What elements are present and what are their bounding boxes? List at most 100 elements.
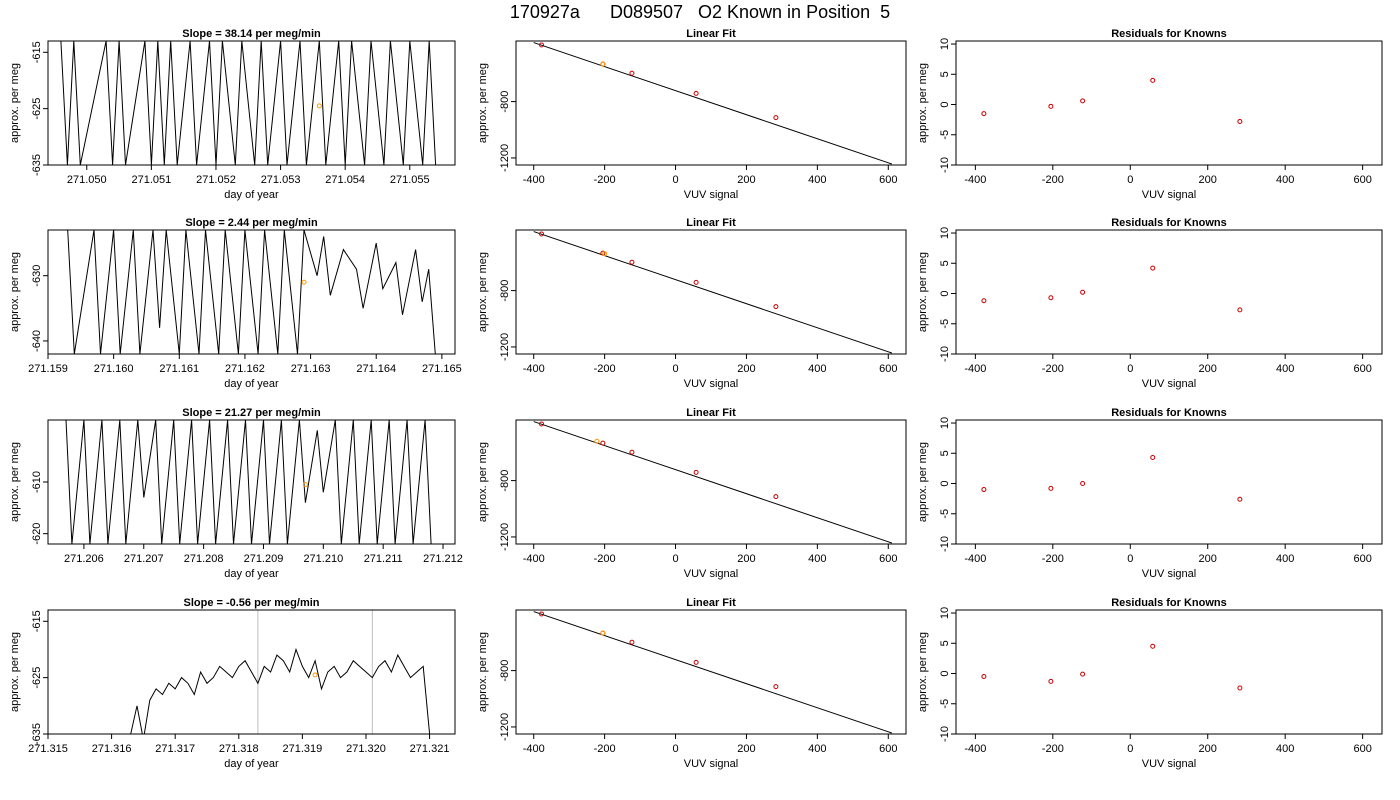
plot-frame [515,40,907,166]
x-tick-label: 200 [737,363,755,375]
data-point [693,469,699,475]
x-tick-label: 271.209 [244,553,284,565]
plot-area [981,643,1243,691]
x-tick-label: 271.319 [282,743,322,755]
panel-r3-c1: Linear Fit -400 -200 0 200 400 600 -800 -1200 VUV… [477,597,907,770]
x-tick-label: 271.164 [356,363,396,375]
y-tick-label: -625 [31,667,43,689]
x-tick-label: -200 [1042,553,1064,565]
y-tick-label: -640 [31,330,43,352]
data-point [1150,455,1156,461]
x-tick-label: -400 [964,553,986,565]
x-tick-label: 0 [1127,174,1133,186]
y-tick-label: -800 [499,280,511,302]
x-tick-label: 600 [879,743,897,755]
panel-r2-c2: Residuals for Knowns -400 -200 0 200 400 600 -1… [917,407,1383,580]
x-tick-label: 200 [737,743,755,755]
data-point [1048,678,1054,684]
x-tick-label: 271.208 [184,553,224,565]
data-point [629,70,635,76]
x-tick-label: 0 [672,743,678,755]
y-axis-label: approx. per meg [477,442,489,522]
data-point [773,115,779,121]
data-point [981,298,987,304]
x-tick-label: 200 [1199,743,1217,755]
x-tick-label: 400 [1276,363,1294,375]
plot-frame [47,419,456,545]
y-tick-label: -5 [939,130,951,140]
panel-title: Linear Fit [686,28,736,40]
data-point [773,304,779,310]
plot-area [533,611,892,734]
x-tick-label: 271.052 [196,174,236,186]
plot-frame [955,40,1383,166]
panel-r1-c1: Linear Fit -400 -200 0 200 400 600 -800 -1200 VUV… [477,217,907,390]
panel-r0-c2: Residuals for Knowns -400 -200 0 200 400 600 -1… [917,28,1383,201]
y-tick-label: 5 [939,71,951,77]
data-point [600,440,606,446]
data-series-line [65,420,432,544]
y-tick-label: -10 [939,536,951,552]
x-tick-label: 271.051 [131,174,171,186]
plot-area [981,77,1243,124]
fit-line [533,42,892,165]
plot-frame [47,40,456,166]
x-tick-label: 271.207 [124,553,164,565]
data-point [629,449,635,455]
panel-title: Residuals for Knowns [1111,28,1227,40]
x-tick-label: 200 [1199,553,1217,565]
data-point [539,42,545,48]
panel-title: Residuals for Knowns [1111,407,1227,419]
x-tick-label: 400 [808,743,826,755]
x-tick-label: 0 [1127,553,1133,565]
data-point [981,674,987,680]
fit-line [533,231,892,354]
x-tick-label: 271.050 [67,174,107,186]
highlight-point [602,251,608,257]
panel-title: Residuals for Knowns [1111,597,1227,609]
y-tick-label: 5 [939,260,951,266]
x-tick-label: 271.206 [64,553,104,565]
y-axis-label: approx. per meg [9,252,21,332]
x-tick-label: -200 [1042,363,1064,375]
y-tick-label: -1200 [499,713,511,741]
x-tick-label: 600 [1353,174,1371,186]
x-tick-label: 400 [808,174,826,186]
plot-frame [47,609,456,735]
panel-title: Linear Fit [686,217,736,229]
plot-frame [47,229,456,355]
plot-frame [515,609,907,735]
data-point [1237,118,1243,124]
x-tick-label: 400 [808,363,826,375]
x-tick-label: -400 [964,174,986,186]
x-tick-label: 271.320 [346,743,386,755]
x-tick-label: 271.318 [219,743,259,755]
data-point [981,487,987,493]
data-point [1080,98,1086,104]
y-tick-label: 0 [939,480,951,486]
x-tick-label: 271.163 [291,363,331,375]
data-series-line [60,41,437,165]
y-tick-label: 0 [939,290,951,296]
y-tick-label: -630 [31,265,43,287]
x-tick-label: -200 [594,553,616,565]
panel-title: Slope = 21.27 per meg/min [182,407,321,419]
highlight-point [600,630,606,636]
x-tick-label: 600 [879,174,897,186]
data-point [1080,289,1086,295]
y-tick-label: -10 [939,157,951,173]
data-point [1237,685,1243,691]
data-point [693,279,699,285]
plot-area [533,42,892,165]
x-tick-label: 400 [1276,553,1294,565]
x-tick-label: 600 [879,363,897,375]
y-tick-label: -800 [499,660,511,682]
y-tick-label: -800 [499,91,511,113]
x-axis-label: VUV signal [684,758,738,770]
panel-r3-c0: Slope = -0.56 per meg/min 271.315 271.316 2… [9,597,456,770]
fit-line [533,421,892,544]
x-tick-label: -400 [964,743,986,755]
plot-area [533,231,892,354]
